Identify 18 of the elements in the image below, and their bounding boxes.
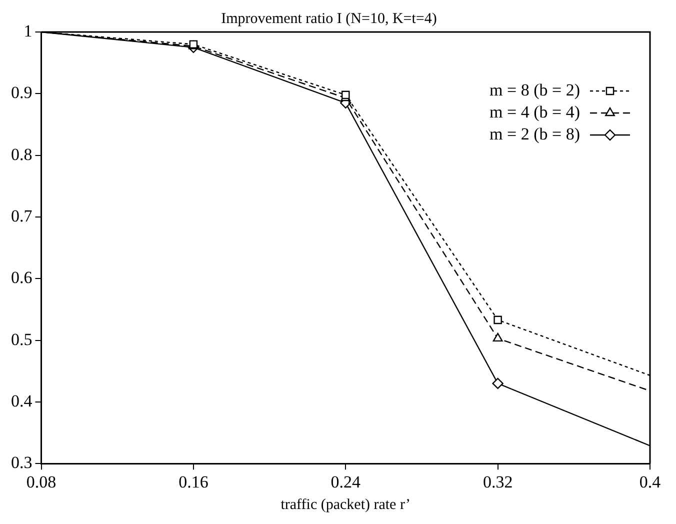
x-tick-label: 0.4: [639, 472, 662, 492]
x-tick-label: 0.24: [330, 472, 361, 492]
x-tick-label: 0.32: [482, 472, 513, 492]
legend-label: m = 2 (b = 8): [490, 124, 580, 144]
y-tick-label: 0.5: [11, 330, 32, 349]
y-tick-label: 0.8: [11, 144, 32, 164]
y-tick-label: 0.7: [11, 206, 33, 226]
y-tick-label: 0.4: [11, 391, 33, 410]
x-axis-title: traffic (packet) rate r’: [280, 496, 411, 513]
y-tick-label: 0.9: [11, 83, 32, 102]
y-tick-label: 0.6: [11, 268, 32, 288]
y-tick-label: 0.3: [11, 453, 32, 472]
legend-label: m = 4 (b = 4): [490, 102, 580, 122]
x-tick-label: 0.08: [26, 472, 56, 492]
y-tick-label: 1: [24, 21, 32, 40]
x-tick-label: 0.16: [178, 472, 208, 492]
chart-title: Improvement ratio I (N=10, K=t=4): [221, 10, 437, 27]
legend-label: m = 8 (b = 2): [490, 80, 580, 100]
